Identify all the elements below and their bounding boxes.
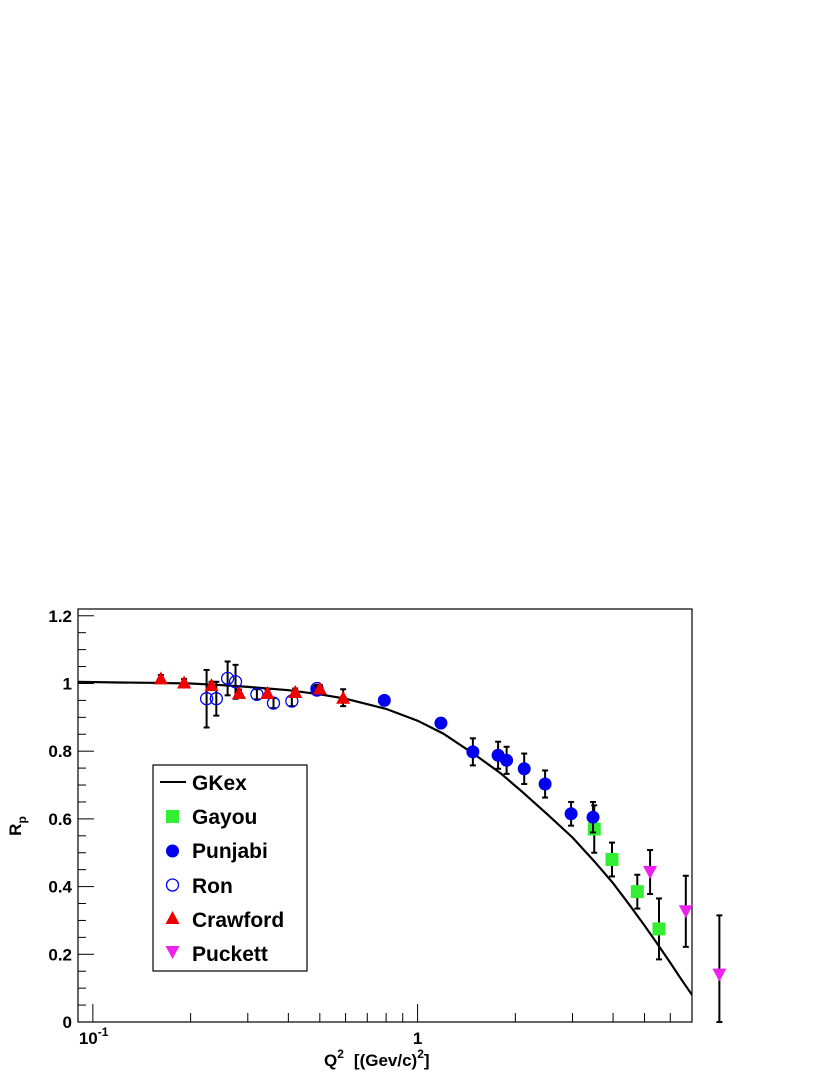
- punjabi-point: [586, 810, 600, 824]
- punjabi-point: [500, 753, 514, 767]
- x-tick-label-base: 10: [79, 1029, 98, 1048]
- x-tick-label-exp: -1: [98, 1025, 109, 1039]
- x-tick-label: 1: [413, 1029, 422, 1048]
- legend-label-puckett: Puckett: [192, 943, 268, 966]
- x-axis-label-main: Q: [324, 1051, 337, 1070]
- x-tick-label-base: 1: [413, 1029, 422, 1048]
- gayou-point: [630, 885, 644, 899]
- punjabi-point: [434, 716, 448, 730]
- crawford-point: [177, 675, 192, 689]
- x-axis-label-units-sup: 2: [417, 1047, 424, 1061]
- crawford-point: [232, 685, 247, 699]
- puckett-point: [712, 968, 727, 982]
- crawford-point: [204, 678, 219, 692]
- ron-point: [228, 675, 243, 689]
- puckett-point: [643, 866, 658, 880]
- punjabi-point: [466, 745, 480, 759]
- legend-label-punjabi: Punjabi: [192, 840, 268, 863]
- ron-point: [209, 692, 223, 706]
- legend-marker-gayou: [166, 810, 179, 823]
- ron-point: [199, 692, 214, 706]
- legend-marker-punjabi: [166, 844, 179, 858]
- legend-marker-puckett: [165, 946, 180, 959]
- x-axis-label-units-end: ]: [424, 1051, 430, 1070]
- x-axis-label: Q2 [(Gev/c)2]: [324, 1047, 430, 1070]
- punjabi-point: [377, 693, 391, 707]
- legend-label-gayou: Gayou: [192, 806, 257, 829]
- legend-label-crawford: Crawford: [192, 909, 284, 932]
- y-axis-label-main: R: [6, 824, 25, 836]
- puckett-point: [678, 905, 693, 919]
- crawford-point: [312, 681, 327, 695]
- y-tick-label: 0: [63, 1013, 72, 1032]
- y-tick-label: 0.8: [48, 742, 72, 761]
- crawford-point: [288, 684, 303, 698]
- ron-point: [220, 671, 235, 686]
- x-axis-label-sup: 2: [337, 1047, 344, 1061]
- crawford-point: [153, 671, 168, 685]
- legend-label-ron: Ron: [192, 875, 233, 898]
- y-tick-label: 0.4: [48, 878, 72, 897]
- y-axis-label-sub: p: [15, 816, 29, 823]
- y-tick-label: 1.2: [48, 607, 72, 626]
- x-axis-label-units: [(Gev/c): [354, 1051, 417, 1070]
- legend-marker-crawford: [165, 911, 180, 924]
- punjabi-point: [564, 807, 578, 821]
- crawford-point: [336, 690, 351, 704]
- y-axis-label: Rp: [6, 816, 29, 836]
- axis-ticks: 0 0.2 0.4 0.6 0.8 1 1.2 10-1 1: [48, 607, 693, 1048]
- plot-frame: [77, 608, 693, 1023]
- legend: GKex Gayou Punjabi Ron Crawford Puckett: [152, 764, 308, 972]
- y-tick-label: 0.2: [48, 945, 72, 964]
- legend-box: [152, 764, 308, 972]
- crawford-point: [260, 685, 275, 699]
- punjabi-point: [517, 762, 531, 776]
- y-tick-label: 0.6: [48, 810, 72, 829]
- gayou-point: [652, 922, 666, 936]
- gayou-point: [587, 822, 601, 836]
- punjabi-point: [538, 777, 552, 791]
- legend-marker-ron: [165, 878, 180, 892]
- gayou-point: [605, 853, 619, 867]
- x-tick-label: 10-1: [79, 1025, 109, 1048]
- y-tick-label: 1: [63, 674, 72, 693]
- points-layer: [153, 660, 727, 1023]
- ron-point: [250, 687, 264, 701]
- legend-label-gkex: GKex: [192, 772, 247, 795]
